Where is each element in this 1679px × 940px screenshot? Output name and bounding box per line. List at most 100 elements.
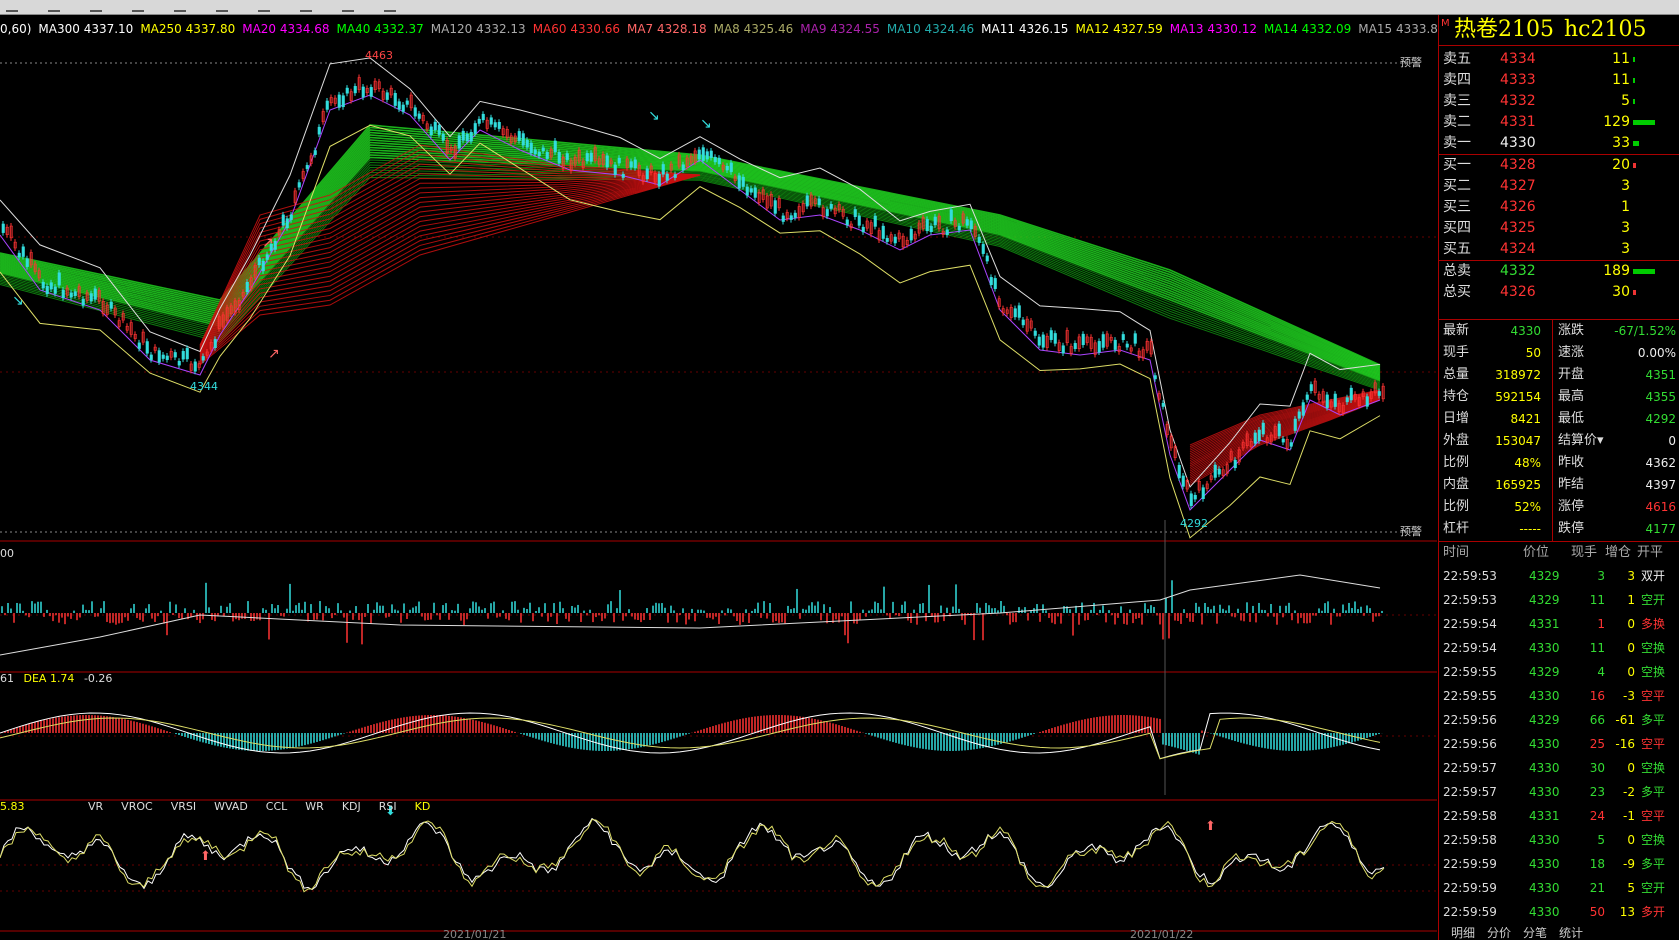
candle-body [305,165,309,169]
indicator-tab-ccl[interactable]: CCL [265,800,288,813]
tick-row[interactable]: 22:59:57 4330 23 -2 多平 [1439,780,1679,804]
quote-panel: M 热卷2105 hc2105 卖五 4334 11 卖四 4333 11 卖三 4332 5 卖… [1438,15,1679,940]
tab-1[interactable]: 分价 [1487,927,1512,940]
tick-row[interactable]: 22:59:54 4331 1 0 多换 [1439,612,1679,636]
tick-time: 22:59:55 [1443,689,1497,703]
indicator-tab-vroc[interactable]: VROC [121,800,153,813]
candle-body [141,331,145,343]
stat-value: 165925 [1495,478,1541,492]
candle-body [365,88,369,93]
tick-row[interactable]: 22:59:55 4330 16 -3 空平 [1439,684,1679,708]
settings-icon[interactable] [384,0,396,12]
candle-body [869,222,873,234]
tab-3[interactable]: 统计 [1559,927,1584,940]
candle-body [361,86,365,98]
candle-body [929,225,933,233]
candle-body [233,300,237,314]
tick-oi-change: 0 [1627,761,1635,775]
bar-chart-icon[interactable] [6,0,18,12]
stat-label: 昨收 [1558,455,1585,470]
book-label: 卖四 [1443,72,1471,88]
signal-arrow-icon: ↗ [268,346,280,362]
indicator-tab-vr[interactable]: VR [88,800,104,813]
bottom-tabs[interactable]: 明细 分价 分笔 统计 [1439,927,1679,940]
tick-row[interactable]: 22:59:59 4330 21 5 空开 [1439,876,1679,900]
ma-icon[interactable] [90,0,102,12]
indicator-tab-kdj[interactable]: KDJ [341,800,361,813]
tick-time: 22:59:54 [1443,641,1497,655]
candle-body [405,100,409,105]
tick-row[interactable]: 22:59:59 4330 50 13 多开 [1439,900,1679,924]
stat-label: 昨结 [1558,477,1585,492]
legend-item: MA15 4333.82 [1358,22,1446,36]
indicator-tab-wr[interactable]: WR [305,800,324,813]
candle-body [553,140,557,153]
tick-row[interactable]: 22:59:56 4329 66 -61 多平 [1439,708,1679,732]
tick-row[interactable]: 22:59:59 4330 18 -9 多平 [1439,852,1679,876]
candle-body [417,113,421,119]
period-icon[interactable] [300,0,312,12]
text-icon[interactable] [258,0,270,12]
candle-body [1341,404,1345,414]
candle-body [713,156,717,163]
tick-price: 4329 [1529,593,1560,607]
tick-row[interactable]: 22:59:54 4330 11 0 空换 [1439,636,1679,660]
stat-label: 日增 [1443,411,1470,426]
candle-body [1225,464,1229,474]
candle-body [1233,459,1237,469]
book-volume: 189 [1603,263,1630,279]
candle-body [65,287,69,296]
candle-body [693,150,697,163]
tab-2[interactable]: 分笔 [1523,927,1548,940]
candle-body [477,118,481,124]
candle-body [1301,402,1305,416]
zoom-icon[interactable] [174,0,186,12]
candle-body [881,225,885,239]
indicator-tab-rsi[interactable]: RSI [378,800,397,813]
chart-area[interactable]: 4463 4344 4292 预警 预警 2021/01/21 2021/01/22 ↗ ↗ ↘ ↘… [0,15,1437,940]
candle-body [369,87,373,97]
tick-list[interactable]: 时间 价位 现手 增仓 开平 22:59:53 4329 3 3 双开 22:59:53 4329 11… [1439,542,1679,924]
ma-line [199,174,701,353]
tick-row[interactable]: 22:59:53 4329 3 3 双开 [1439,564,1679,588]
tick-type: 空平 [1641,737,1666,751]
candle-body [1081,333,1085,346]
legend-item: MA60 4330.66 [532,22,620,36]
candle-body [673,174,677,178]
stat-row: 持仓 592154 最高 4355 [1439,386,1679,408]
compare-icon[interactable] [132,0,144,12]
tick-row[interactable]: 22:59:58 4331 24 -1 空平 [1439,804,1679,828]
legend-item: MA8 4325.46 [713,22,794,36]
candle-body [17,252,21,258]
refresh-icon[interactable] [342,0,354,12]
candle-body [833,207,837,215]
tick-row[interactable]: 22:59:55 4329 4 0 空换 [1439,660,1679,684]
tick-row[interactable]: 22:59:58 4330 5 0 空换 [1439,828,1679,852]
tick-row[interactable]: 22:59:57 4330 30 0 空换 [1439,756,1679,780]
indicator-tab-vrsi[interactable]: VRSI [170,800,197,813]
candle-body [965,219,969,226]
tick-row[interactable]: 22:59:53 4329 11 1 空开 [1439,588,1679,612]
tick-volume: 11 [1589,593,1605,607]
candle-body [1041,334,1045,348]
indicator-tab-kd[interactable]: KD [414,800,431,813]
indicator-tab-wvad[interactable]: WVAD [214,800,248,813]
stat-row: 外盘 153047 结算价▾ 0 [1439,430,1679,452]
candle-body [57,272,61,286]
draw-icon[interactable] [216,0,228,12]
candle-body [817,198,821,206]
tick-row[interactable]: 22:59:56 4330 25 -16 空平 [1439,732,1679,756]
indicator-tabs[interactable]: VR VROC VRSI WVAD CCL WR KDJ RSI KD [88,800,448,814]
stat-value: 592154 [1495,390,1541,404]
stat-value: 4292 [1645,412,1676,426]
k-line-icon[interactable] [48,0,60,12]
tab-0[interactable]: 明细 [1451,927,1476,940]
ma-line [199,174,701,361]
candle-body [1017,305,1021,318]
stat-value: 4355 [1645,390,1676,404]
candle-body [997,298,1001,307]
candle-body [777,198,781,209]
chevron-down-icon[interactable]: ▾ [1597,433,1604,448]
candle-body [769,194,773,207]
